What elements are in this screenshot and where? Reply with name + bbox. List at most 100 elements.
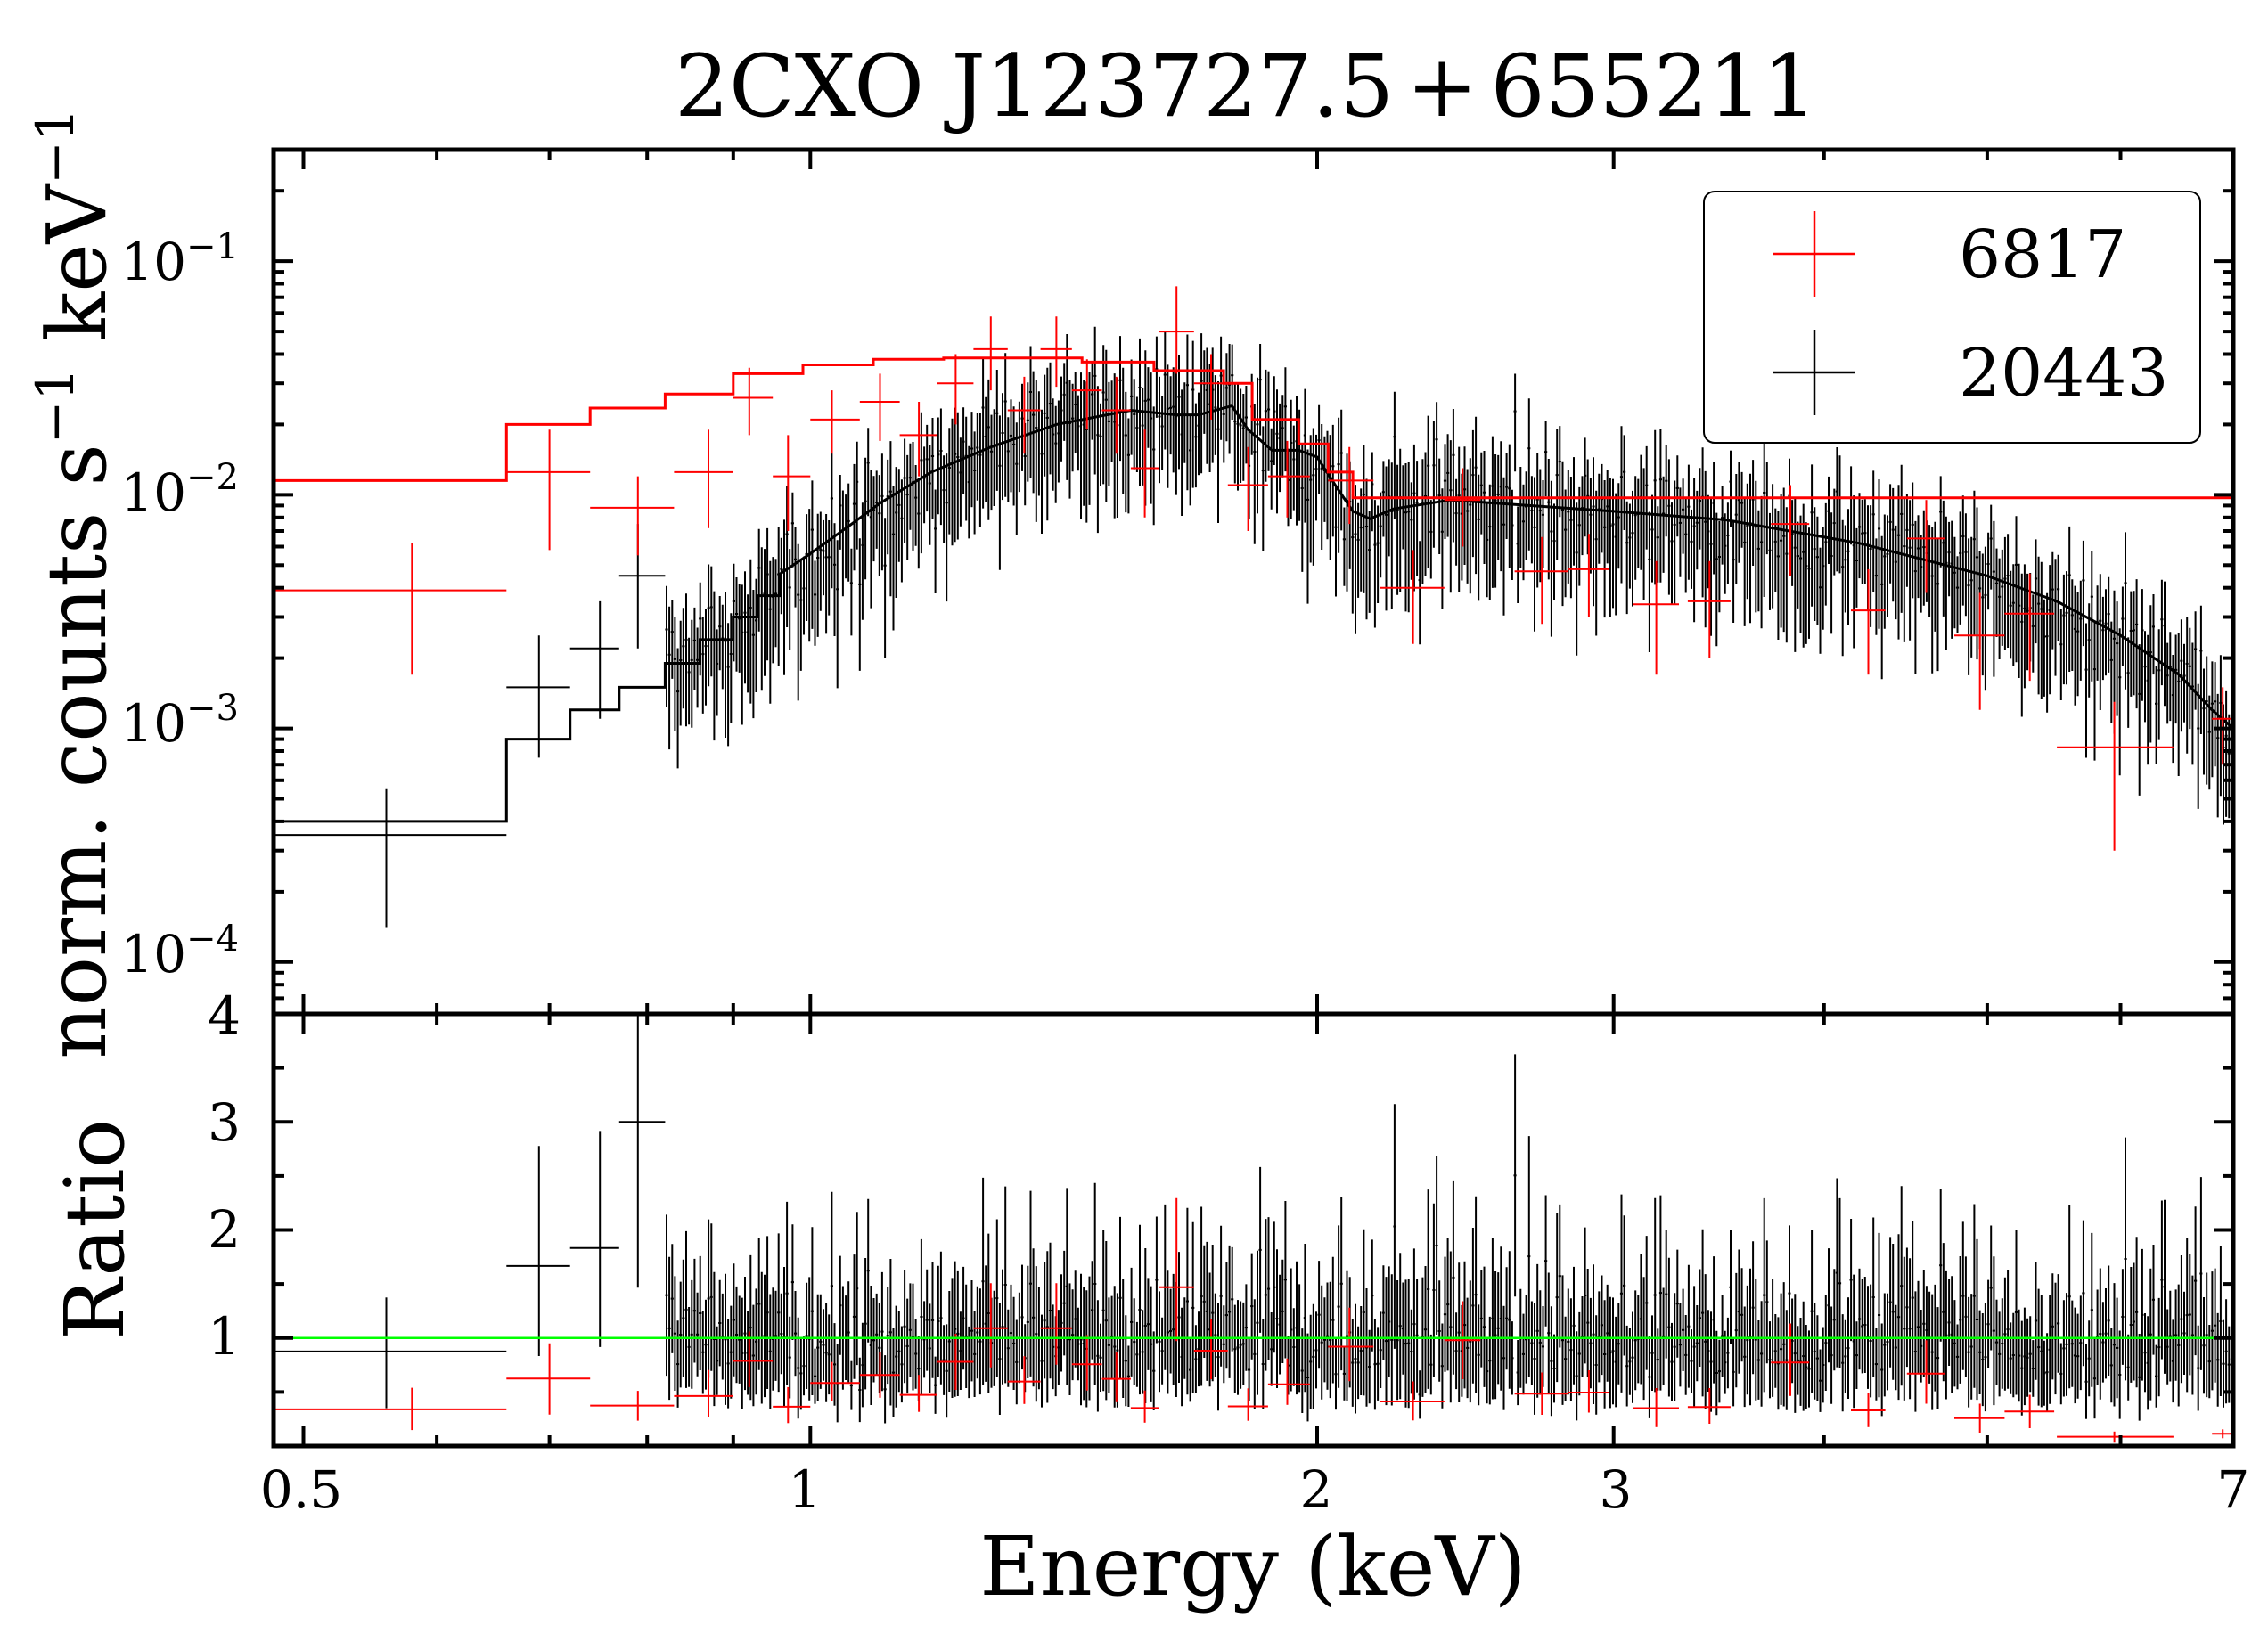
ratio-point-20443-229 [1295, 1261, 1298, 1395]
model-line-6817 [274, 356, 2233, 500]
data-point-20443-463 [1950, 520, 1953, 639]
ratio-point-20443-539 [2163, 1199, 2166, 1374]
data-point-20443-60 [822, 519, 825, 596]
ratio-point-20443-341 [1609, 1296, 1612, 1409]
ratio-point-20443-506 [2070, 1300, 2074, 1387]
ratio-point-20443-390 [1746, 1285, 1749, 1395]
ratio-point-20443-215 [1256, 1250, 1259, 1395]
ratio-point-20443-437 [1878, 1232, 1881, 1398]
ratio-point-20443-73 [858, 1357, 862, 1423]
data-point-20443-486 [2014, 516, 2018, 663]
ratio-point-20443-497 [2045, 1333, 2049, 1411]
ratio-point-20443-292 [1471, 1228, 1475, 1384]
ratio-point-20443-34 [749, 1254, 752, 1401]
ratio-point-20443-529 [2135, 1237, 2139, 1388]
ratio-point-20443-1 [506, 1146, 570, 1356]
ratio-point-20443-151 [1077, 1307, 1080, 1381]
ratio-point-20443-129 [1015, 1319, 1019, 1405]
ratio-point-20443-458 [1936, 1307, 1940, 1409]
data-point-20443-469 [1967, 538, 1970, 675]
ratio-point-20443-306 [1511, 1321, 1514, 1395]
ratio-point-20443-439 [1883, 1293, 1887, 1397]
ratio-point-20443-51 [797, 1317, 800, 1419]
ratio-point-20443-290 [1466, 1297, 1470, 1399]
data-point-20443-488 [2020, 573, 2024, 717]
data-point-20443-390 [1746, 483, 1749, 600]
ratio-point-20443-487 [2018, 1309, 2021, 1402]
ratio-point-20443-232 [1303, 1244, 1306, 1393]
data-point-20443-495 [2040, 561, 2043, 699]
ratio-point-20443-241 [1329, 1281, 1332, 1399]
ratio-point-20443-29 [735, 1286, 739, 1384]
ratio-point-6817-25 [1633, 1388, 1679, 1427]
data-point-20443-391 [1748, 473, 1752, 624]
ratio-point-20443-311 [1525, 1295, 1528, 1384]
ratio-point-20443-85 [891, 1328, 896, 1417]
data-point-20443-2 [569, 600, 619, 719]
data-point-20443-477 [1989, 504, 1993, 590]
data-point-20443-441 [1888, 484, 1892, 584]
ratio-point-20443-89 [903, 1270, 906, 1384]
data-point-20443-13 [690, 619, 693, 728]
data-point-20443-559 [2219, 655, 2223, 797]
ratio-point-20443-267 [1401, 1282, 1404, 1375]
ratio-point-20443-268 [1404, 1279, 1408, 1408]
data-point-20443-239 [1322, 436, 1326, 522]
data-point-20443-374 [1701, 447, 1705, 598]
ratio-point-20443-160 [1101, 1230, 1105, 1392]
ratio-point-20443-16 [699, 1255, 702, 1370]
ratio-point-20443-445 [1900, 1186, 1904, 1386]
data-point-20443-46 [782, 519, 786, 675]
ratio-point-6817-16 [1159, 1197, 1194, 1342]
ratio-point-20443-484 [2009, 1322, 2012, 1394]
ratio-point-6817-17 [1193, 1319, 1228, 1380]
ratio-point-20443-141 [1048, 1242, 1052, 1379]
ratio-point-20443-172 [1135, 1321, 1139, 1387]
ratio-point-20443-181 [1160, 1317, 1164, 1385]
ratio-point-20443-469 [1967, 1296, 1970, 1408]
data-point-6817-28 [1851, 568, 1886, 675]
ratio-point-20443-110 [962, 1266, 965, 1370]
ratio-point-20443-294 [1477, 1304, 1480, 1406]
model-line-20443 [274, 404, 2233, 823]
ratio-point-20443-203 [1222, 1305, 1225, 1384]
data-point-20443-75 [864, 457, 867, 580]
ratio-point-20443-12 [687, 1307, 691, 1387]
ratio-point-20443-499 [2051, 1273, 2054, 1380]
ratio-point-20443-247 [1346, 1270, 1349, 1401]
ratio-point-20443-4 [665, 1214, 668, 1377]
ratio-point-20443-231 [1300, 1328, 1304, 1413]
ratio-point-20443-558 [2216, 1312, 2220, 1407]
data-point-20443-443 [1894, 525, 1897, 620]
ratio-point-20443-524 [2121, 1269, 2125, 1365]
data-point-6817-18 [1227, 446, 1268, 531]
ratio-point-20443-410 [1802, 1301, 1805, 1411]
data-point-6817-20 [1328, 446, 1374, 525]
data-point-20443-310 [1521, 484, 1525, 581]
data-point-20443-464 [1953, 536, 1956, 629]
top-data-layer [274, 286, 2233, 928]
ratio-point-20443-213 [1250, 1253, 1254, 1360]
data-point-20443-284 [1449, 440, 1453, 593]
ratio-point-20443-214 [1253, 1299, 1257, 1409]
ratio-point-20443-342 [1611, 1297, 1615, 1405]
ratio-point-20443-343 [1614, 1316, 1617, 1408]
data-point-20443-149 [1071, 383, 1075, 472]
data-point-20443-180 [1158, 376, 1161, 484]
data-point-6817-6 [810, 390, 860, 454]
ratio-point-20443-480 [1998, 1311, 2002, 1397]
ratio-point-20443-44 [777, 1233, 781, 1393]
data-point-20443-497 [2045, 592, 2049, 713]
ratio-point-20443-263 [1390, 1274, 1394, 1406]
ratio-point-20443-421 [1832, 1269, 1836, 1371]
ratio-point-20443-366 [1678, 1303, 1682, 1387]
data-point-20443-151 [1077, 395, 1080, 471]
ratio-point-20443-125 [1003, 1186, 1007, 1384]
ratio-point-20443-448 [1908, 1258, 1912, 1400]
ratio-point-20443-383 [1726, 1317, 1730, 1389]
ratio-point-20443-508 [2076, 1313, 2080, 1399]
ratio-point-20443-537 [2157, 1297, 2161, 1397]
legend-marker-6817 [1773, 211, 1855, 297]
ratio-point-20443-363 [1670, 1322, 1674, 1401]
ratio-point-20443-250 [1354, 1303, 1357, 1414]
